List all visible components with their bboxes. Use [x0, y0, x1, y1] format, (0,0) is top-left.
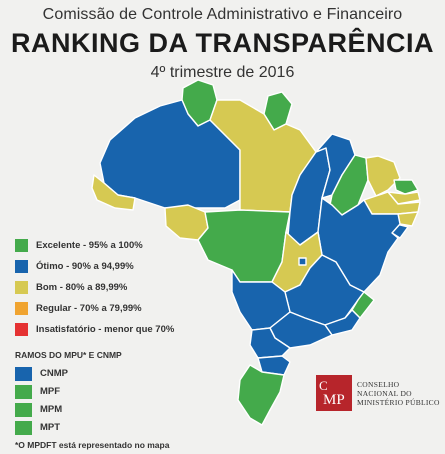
- legend-swatch: [15, 239, 28, 252]
- footnote: *O MPDFT está representado no mapa: [15, 440, 170, 450]
- ramos-title: RAMOS DO MPU* E CNMP: [15, 350, 122, 360]
- state-DF: [298, 257, 307, 266]
- cnmp-logo: C MP CONSELHO NACIONAL DO MINISTÉRIO PÚB…: [316, 375, 440, 411]
- legend-swatch: [15, 260, 28, 273]
- state-AC: [91, 174, 136, 211]
- legend-label: Regular - 70% a 79,99%: [36, 303, 142, 314]
- ramo-label: CNMP: [40, 368, 68, 379]
- legend-item: Regular - 70% a 79,99%: [15, 299, 174, 318]
- state-PR: [249, 327, 291, 359]
- rating-legend: Excelente - 95% a 100% Ótimo - 90% a 94,…: [15, 236, 174, 341]
- legend-label: Excelente - 95% a 100%: [36, 240, 143, 251]
- state-SC: [257, 355, 291, 376]
- header: Comissão de Controle Administrativo e Fi…: [0, 6, 445, 82]
- page-title: RANKING DA TRANSPARÊNCIA: [11, 28, 434, 58]
- ramo-label: MPM: [40, 404, 63, 415]
- legend-item: Ótimo - 90% a 94,99%: [15, 257, 174, 276]
- ramo-swatch: [15, 420, 32, 435]
- legend-label: Bom - 80% a 89,99%: [36, 282, 128, 293]
- state-AL: [397, 211, 419, 227]
- legend-label: Insatisfatório - menor que 70%: [36, 324, 175, 335]
- ramo-swatch: [15, 402, 32, 417]
- ramo-item: CNMP: [15, 365, 122, 382]
- ramo-label: MPF: [40, 386, 61, 397]
- legend-swatch: [15, 323, 28, 336]
- legend-swatch: [15, 302, 28, 315]
- cnmp-seal-icon: C MP: [316, 375, 352, 411]
- state-RN: [393, 179, 419, 195]
- state-RS: [237, 364, 285, 426]
- ramo-item: MPM: [15, 401, 122, 418]
- state-CE: [365, 155, 401, 197]
- subtitle: Comissão de Controle Administrativo e Fi…: [42, 6, 403, 23]
- ramos-list: RAMOS DO MPU* E CNMP CNMP MPF MPM MPT: [15, 350, 122, 437]
- state-MT: [197, 209, 291, 283]
- legend-item: Insatisfatório - menor que 70%: [15, 320, 174, 339]
- legend-swatch: [15, 281, 28, 294]
- ramo-item: MPT: [15, 419, 122, 436]
- ramo-item: MPF: [15, 383, 122, 400]
- ramo-label: MPT: [40, 422, 61, 433]
- legend-item: Bom - 80% a 89,99%: [15, 278, 174, 297]
- ramo-swatch: [15, 366, 32, 381]
- legend-label: Ótimo - 90% a 94,99%: [36, 261, 134, 272]
- legend-item: Excelente - 95% a 100%: [15, 236, 174, 255]
- period-label: 4º trimestre de 2016: [150, 64, 295, 81]
- ramo-swatch: [15, 384, 32, 399]
- logo-text: CONSELHO NACIONAL DO MINISTÉRIO PÚBLICO: [357, 379, 440, 407]
